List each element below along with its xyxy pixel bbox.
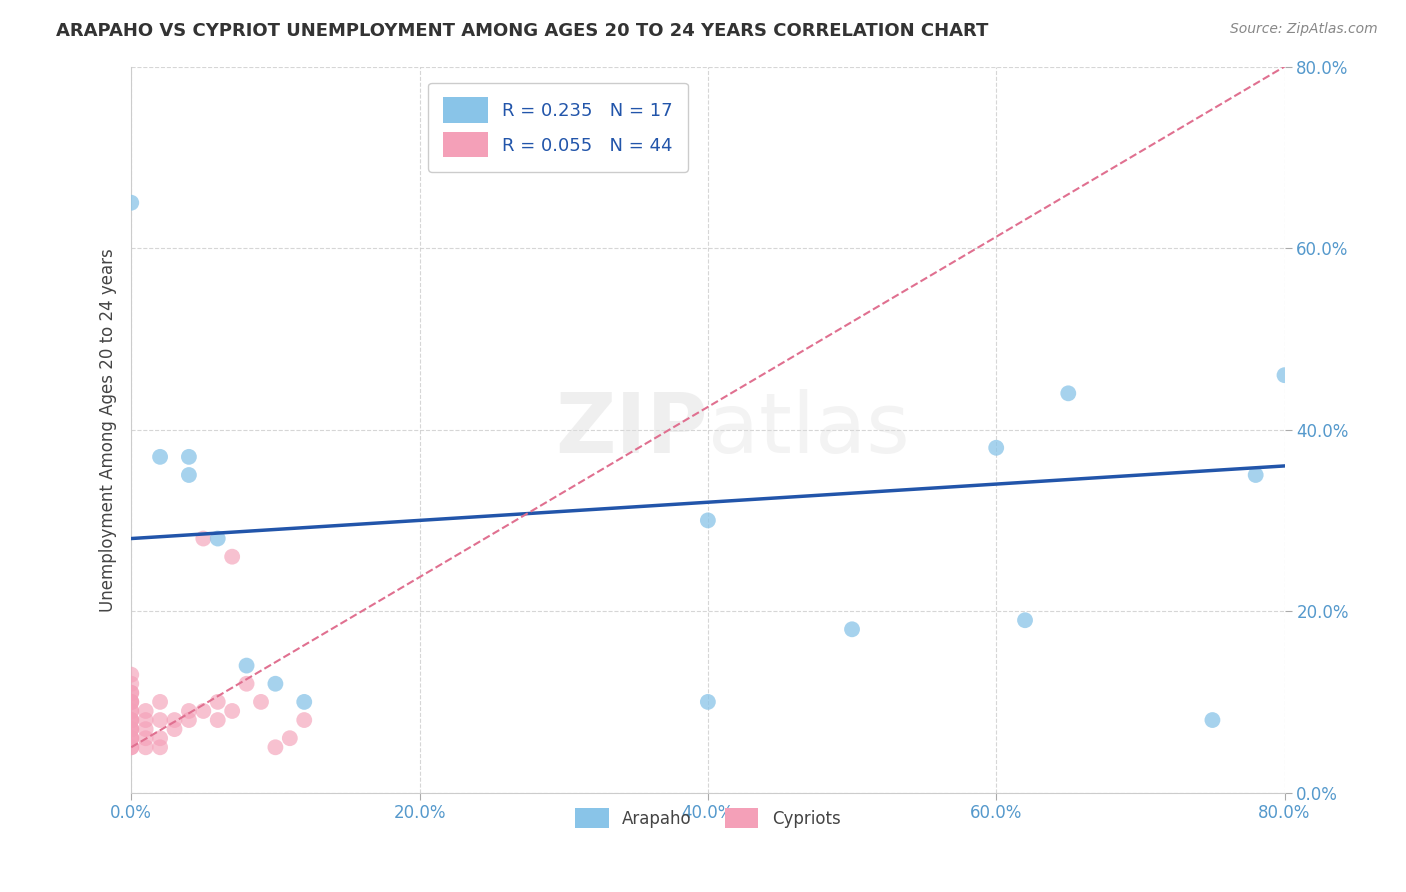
Point [120, 704, 142, 718]
Point [120, 740, 142, 755]
Point [1244, 468, 1267, 483]
Point [120, 713, 142, 727]
Point [163, 713, 186, 727]
Point [149, 450, 172, 464]
Point [264, 677, 287, 691]
Point [120, 740, 142, 755]
Text: Source: ZipAtlas.com: Source: ZipAtlas.com [1230, 22, 1378, 37]
Point [292, 713, 315, 727]
Point [1057, 386, 1080, 401]
Point [135, 704, 157, 718]
Point [278, 731, 301, 746]
Point [207, 695, 229, 709]
Point [135, 713, 157, 727]
Point [841, 622, 863, 636]
Point [696, 513, 718, 527]
Point [149, 713, 172, 727]
Point [177, 713, 200, 727]
Y-axis label: Unemployment Among Ages 20 to 24 years: Unemployment Among Ages 20 to 24 years [100, 248, 117, 612]
Point [120, 667, 142, 681]
Point [986, 441, 1008, 455]
Point [120, 695, 142, 709]
Point [177, 704, 200, 718]
Point [135, 731, 157, 746]
Point [177, 468, 200, 483]
Point [120, 704, 142, 718]
Point [292, 695, 315, 709]
Point [120, 722, 142, 736]
Point [120, 713, 142, 727]
Point [120, 713, 142, 727]
Point [120, 731, 142, 746]
Point [120, 731, 142, 746]
Point [177, 450, 200, 464]
Point [1274, 368, 1296, 383]
Point [235, 658, 257, 673]
Text: ZIP: ZIP [555, 389, 707, 470]
Point [120, 695, 142, 709]
Text: atlas: atlas [707, 389, 910, 470]
Point [120, 731, 142, 746]
Point [207, 713, 229, 727]
Point [135, 722, 157, 736]
Point [1014, 613, 1036, 627]
Point [250, 695, 273, 709]
Point [221, 549, 243, 564]
Legend: Arapaho, Cypriots: Arapaho, Cypriots [568, 802, 846, 835]
Point [149, 740, 172, 755]
Point [120, 695, 142, 709]
Point [696, 695, 718, 709]
Point [120, 686, 142, 700]
Point [163, 722, 186, 736]
Point [193, 532, 215, 546]
Point [149, 731, 172, 746]
Text: ARAPAHO VS CYPRIOT UNEMPLOYMENT AMONG AGES 20 TO 24 YEARS CORRELATION CHART: ARAPAHO VS CYPRIOT UNEMPLOYMENT AMONG AG… [56, 22, 988, 40]
Point [120, 677, 142, 691]
Point [264, 740, 287, 755]
Point [120, 195, 142, 210]
Point [120, 686, 142, 700]
Point [235, 677, 257, 691]
Point [1201, 713, 1223, 727]
Point [221, 704, 243, 718]
Point [120, 722, 142, 736]
Point [149, 695, 172, 709]
Point [193, 704, 215, 718]
Point [207, 532, 229, 546]
Point [120, 722, 142, 736]
Point [135, 740, 157, 755]
